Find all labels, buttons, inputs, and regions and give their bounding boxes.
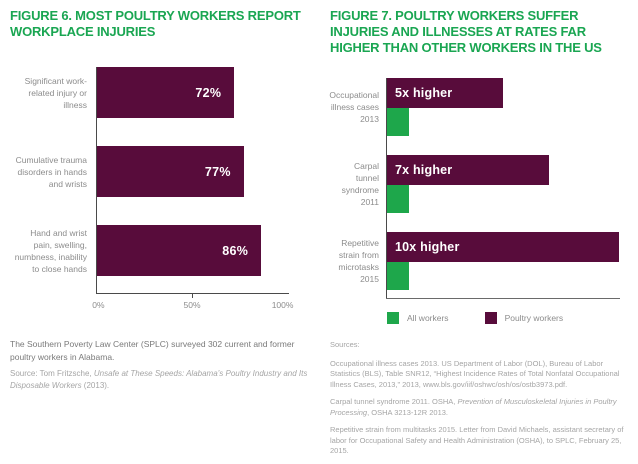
bar-poultry-workers: 7x higher [386,155,550,185]
legend-label: All workers [407,313,449,323]
bar-track: 10x higher [386,232,619,290]
sources-heading: Sources: [330,340,360,349]
bar-all-workers [386,262,410,290]
x-tick-label-100: 100% [271,300,294,310]
figure7-bar-group: Repetitive strain from microtasks 2015 10… [330,232,632,290]
source-paragraph: Repetitive strain from multitasks 2015. … [330,425,632,457]
bar-poultry-workers: 5x higher [386,78,503,108]
figure6-title: FIGURE 6. MOST POULTRY WORKERS REPORT WO… [10,8,301,39]
source-text: Repetitive strain from multitasks 2015. … [330,425,624,455]
legend-swatch [484,312,497,324]
figure7-bar-group: Occupational illness cases 2013 5x higher [329,78,632,136]
category-label: Carpal tunnel syndrome 2011 [341,161,379,207]
source-text: , OSHA 3213-12R 2013. [367,407,448,417]
figure6-y-axis-line [96,67,97,293]
bar-annotation: 5x higher [395,86,453,100]
bar-track: 7x higher [386,155,619,213]
category-label: Significant work-related injury or illne… [24,75,87,110]
legend-label: Poultry workers [504,313,564,323]
bar-value-label: 77% [204,164,231,179]
figure6-source: Source: Tom Fritzsche, Unsafe at These S… [10,368,308,391]
figure6-x-axis-line [96,293,289,294]
category-label: Occupational illness cases 2013 [329,90,379,124]
bar-annotation: 10x higher [395,240,460,254]
source-text: (2013). [81,380,110,390]
bar-track: 86% [96,225,288,276]
category-label: Hand and wrist pain, swelling, numbness,… [14,227,87,274]
source-text: Occupational illness cases 2013. US Depa… [330,358,620,389]
bar-annotation: 7x higher [395,163,453,177]
figure7-title: FIGURE 7. POULTRY WORKERS SUFFER INJURIE… [330,8,602,55]
figure6-chart: Significant work-related injury or illne… [10,67,312,310]
bar-value-label: 86% [222,243,249,258]
bar-poultry-injury: 86% [96,225,262,276]
sources-paragraphs: Occupational illness cases 2013. US Depa… [330,359,632,457]
bar-all-workers [386,108,410,136]
legend-item: Poultry workers [484,312,564,324]
figure7-sources: Sources: Occupational illness cases 2013… [330,340,632,457]
source-text-italic: Prevention of Musculoskeletal Injuries i… [330,397,617,417]
bar-value-label: 72% [195,85,222,100]
source-paragraph: Carpal tunnel syndrome 2011. OSHA, Preve… [330,397,632,418]
figure7-legend: All workers Poultry workers [387,312,632,324]
bar-track: 77% [96,146,288,197]
source-text: Source: Tom Fritzsche, [10,369,94,378]
figure7-bars: Occupational illness cases 2013 5x higher… [329,78,632,290]
figure6-bar-row: Cumulative trauma disorders in hands and… [10,146,312,197]
figure6-note: The Southern Poverty Law Center (SPLC) s… [10,339,295,362]
figure6-panel: FIGURE 6. MOST POULTRY WORKERS REPORT WO… [10,8,312,391]
figure6-bar-row: Hand and wrist pain, swelling, numbness,… [10,225,312,276]
category-label: Repetitive strain from microtasks 2015 [338,238,379,284]
figure6-x-tick-50 [192,294,193,298]
source-text: Carpal tunnel syndrome 2011. OSHA, [330,397,458,406]
source-text-italic: Unsafe at These Speeds: Alabama’s Poultr… [10,369,308,390]
figure7-chart: Occupational illness cases 2013 5x higher… [329,78,632,299]
figure7-bar-group: Carpal tunnel syndrome 2011 7x higher [330,155,632,213]
bar-poultry-workers: 10x higher [386,232,619,262]
bar-poultry-injury: 72% [96,67,235,118]
source-paragraph: Occupational illness cases 2013. US Depa… [330,359,632,391]
figure6-bars: Significant work-related injury or illne… [10,67,312,276]
figure7-y-axis-line [386,78,387,299]
bar-track: 5x higher [386,78,619,136]
figure7-x-axis-line [386,298,620,299]
bar-poultry-injury: 77% [96,146,244,197]
bar-track: 72% [96,67,288,118]
figure6-x-tick-labels: 0% 50% 100% [92,300,293,312]
legend-item: All workers [387,312,449,324]
x-tick-label-50: 50% [183,300,201,310]
figure6-bar-row: Significant work-related injury or illne… [10,67,312,118]
x-tick-label-0: 0% [92,300,105,310]
bar-all-workers [386,185,410,213]
legend-swatch [387,312,399,324]
figure7-panel: FIGURE 7. POULTRY WORKERS SUFFER INJURIE… [329,8,632,464]
category-label: Cumulative trauma disorders in hands and… [15,154,87,189]
